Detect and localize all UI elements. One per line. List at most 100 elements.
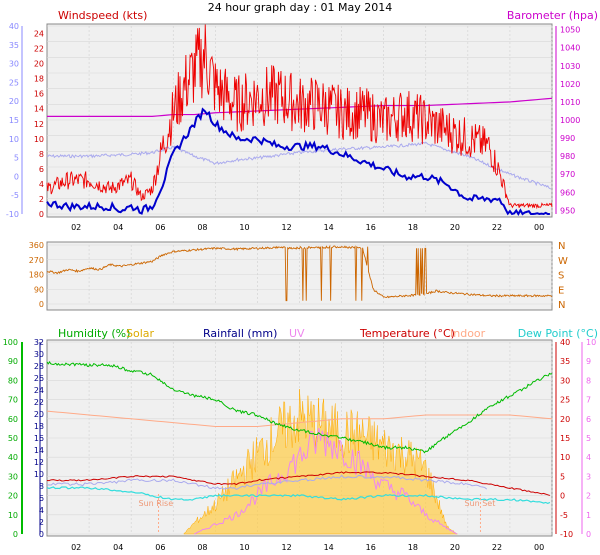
temp-y-tick-label: 15: [560, 434, 570, 443]
multi-panel-marks: 02 04 06 08 10 12 14 16 18 20 22 000102030405060708…: [3, 338, 596, 552]
wind-y-tick-label: 14: [34, 105, 44, 114]
winddir-compass-label: N: [558, 300, 565, 311]
outdoor-y-tick-label: 15: [9, 116, 19, 125]
winddir-line: [46, 244, 553, 302]
outdoor-y-tick-label: -10: [6, 210, 19, 219]
rain-y-tick-label: 24: [34, 386, 44, 395]
page-title: 24 hour graph day : 01 May 2014: [208, 1, 393, 14]
outdoor-y-tick-label: -5: [11, 191, 19, 200]
humidity-y-tick-label: 100: [3, 338, 18, 347]
temp-y-tick-label: 35: [560, 357, 570, 366]
baro-y-tick-label: 1000: [560, 116, 580, 125]
solar-legend: Solar: [126, 327, 155, 340]
outdoor-y-tick-label: 0: [14, 172, 19, 181]
wind-x-tick-label: 08: [197, 223, 207, 232]
humidity-y-tick-label: 50: [8, 434, 18, 443]
wind-x-tick-label: 16: [366, 223, 376, 232]
multi-x-tick-label: 14: [324, 543, 334, 552]
temp-y-tick-label: 20: [560, 415, 570, 424]
baro-y-tick-label: 970: [560, 170, 575, 179]
rain-y-tick-label: 14: [34, 446, 44, 455]
winddir-y-tick-label: 270: [29, 256, 44, 265]
uv-y-tick-label: 0: [586, 530, 591, 539]
humidity-y-tick-label: 70: [8, 396, 18, 405]
multi-x-tick-label: 06: [155, 543, 165, 552]
baro-y-tick-label: 1010: [560, 98, 580, 107]
winddir-compass-label: N: [558, 241, 565, 252]
baro-axis-label: Barometer (hpa): [507, 9, 598, 22]
baro-y-tick-label: 950: [560, 206, 575, 215]
temp-y-tick-label: -5: [560, 511, 568, 520]
temperature-legend: Temperature (°C): [359, 327, 455, 340]
solar-area: [183, 389, 459, 535]
rain-y-tick-label: 20: [34, 410, 44, 419]
temp-y-tick-label: -10: [560, 530, 573, 539]
rain-y-tick-label: 22: [34, 398, 44, 407]
humidity-y-tick-label: 30: [8, 472, 18, 481]
rain-y-tick-label: 0: [39, 530, 44, 539]
winddir-y-tick-label: 360: [29, 241, 44, 250]
wind-x-tick-label: 14: [324, 223, 334, 232]
temp-y-tick-label: 0: [560, 492, 565, 501]
wind-panel-frame: [46, 23, 553, 218]
temp-y-tick-label: 40: [560, 338, 570, 347]
baro-y-tick-label: 1050: [560, 26, 580, 35]
multi-x-tick-label: 20: [450, 543, 460, 552]
uv-y-tick-label: 8: [586, 376, 591, 385]
multi-x-tick-label: 12: [282, 543, 292, 552]
multi-x-tick-label: 04: [113, 543, 123, 552]
sunset-label: Sun Set: [464, 499, 495, 508]
wind-y-tick-label: 10: [34, 135, 44, 144]
rain-y-tick-label: 30: [34, 350, 44, 359]
temp-y-tick-label: 30: [560, 376, 570, 385]
multi-x-tick-label: 18: [408, 543, 418, 552]
multi-x-tick-label: 02: [71, 543, 81, 552]
winddir-y-tick-label: 0: [39, 300, 44, 309]
humidity-y-tick-label: 80: [8, 376, 18, 385]
uv-y-tick-label: 4: [586, 453, 591, 462]
wind-y-tick-label: 6: [39, 165, 44, 174]
winddir-y-tick-label: 180: [29, 271, 44, 280]
sunrise-label: Sun Rise: [139, 499, 174, 508]
wind-y-tick-label: 4: [39, 180, 44, 189]
indoor-line: [46, 410, 553, 427]
outdoor-y-tick-label: 35: [9, 41, 19, 50]
baro-y-tick-label: 980: [560, 152, 575, 161]
wind-y-tick-label: 8: [39, 150, 44, 159]
outdoor-y-tick-label: 25: [9, 78, 19, 87]
multi-x-tick-label: 10: [239, 543, 249, 552]
wind-y-tick-label: 18: [34, 75, 44, 84]
baro-y-tick-label: 1040: [560, 44, 580, 53]
wind-axis-label: Windspeed (kts): [58, 9, 147, 22]
temp-y-tick-label: 10: [560, 453, 570, 462]
outdoor-temp-line: [46, 141, 552, 190]
wind-x-tick-label: 04: [113, 223, 123, 232]
wind-x-tick-label: 18: [408, 223, 418, 232]
wind-panel-marks: 02 04 06 08 10 12 14 16 18 20 22 000246810121416182…: [6, 22, 580, 232]
baro-y-tick-label: 1020: [560, 80, 580, 89]
wind-x-tick-label: 06: [155, 223, 165, 232]
humidity-y-tick-label: 90: [8, 357, 18, 366]
rain-y-tick-label: 2: [39, 518, 44, 527]
uv-y-tick-label: 3: [586, 472, 591, 481]
wind-y-tick-label: 20: [34, 60, 44, 69]
uv-legend: UV: [289, 327, 305, 340]
wind-y-tick-label: 24: [34, 30, 44, 39]
wind-x-tick-label: 12: [282, 223, 292, 232]
wind-x-tick-label: 02: [71, 223, 81, 232]
outdoor-y-tick-label: 10: [9, 135, 19, 144]
wind-x-tick-label: 00: [534, 223, 544, 232]
wind-x-tick-label: 10: [239, 223, 249, 232]
outdoor-y-tick-label: 5: [14, 154, 19, 163]
humidity-y-tick-label: 60: [8, 415, 18, 424]
wind-gust-line: [46, 24, 553, 210]
rain-y-tick-label: 4: [39, 506, 44, 515]
uv-y-tick-label: 2: [586, 492, 591, 501]
temp-y-tick-label: 5: [560, 472, 565, 481]
uv-y-tick-label: 7: [586, 396, 591, 405]
wind-y-tick-label: 2: [39, 195, 44, 204]
uv-y-tick-label: 5: [586, 434, 591, 443]
temp-y-tick-label: 25: [560, 396, 570, 405]
wind-y-tick-label: 0: [39, 210, 44, 219]
rain-y-tick-label: 28: [34, 362, 44, 371]
